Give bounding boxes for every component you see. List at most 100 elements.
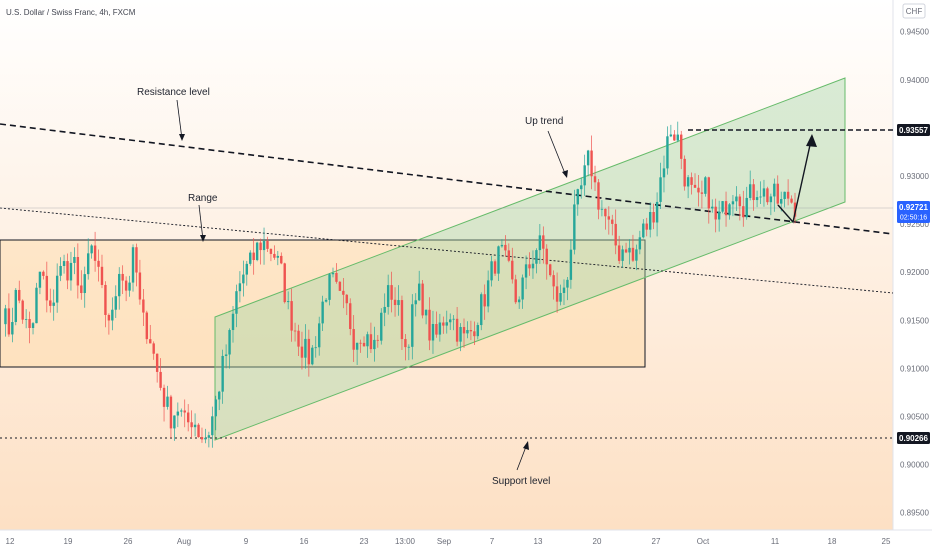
candle-body bbox=[566, 279, 569, 288]
currency-badge[interactable]: CHF bbox=[902, 3, 926, 19]
candle-body bbox=[514, 279, 517, 303]
candle-body bbox=[355, 342, 359, 350]
candle-body bbox=[311, 347, 314, 365]
candle-body bbox=[645, 223, 648, 230]
candle-body bbox=[228, 330, 231, 355]
price-tick-label: 0.90500 bbox=[900, 412, 929, 421]
support-price-tag: 0.90266 bbox=[897, 432, 930, 444]
candle-body bbox=[321, 301, 324, 324]
support-label: Support level bbox=[492, 476, 550, 487]
candle-body bbox=[662, 168, 666, 178]
candle-body bbox=[459, 327, 462, 342]
candle-body bbox=[390, 285, 393, 300]
candle-body bbox=[690, 177, 693, 185]
candle-body bbox=[666, 136, 669, 169]
candle-body bbox=[648, 212, 652, 230]
candle-body bbox=[55, 275, 59, 303]
candle-body bbox=[759, 196, 762, 198]
candle-body bbox=[307, 338, 311, 365]
candle-body bbox=[186, 412, 190, 423]
candle-body bbox=[693, 184, 697, 188]
candle-body bbox=[193, 424, 197, 428]
candle-body bbox=[276, 255, 280, 258]
candle-body bbox=[128, 282, 131, 291]
uptrend-channel bbox=[214, 77, 846, 441]
time-tick-label: Aug bbox=[177, 537, 191, 546]
candle-body bbox=[152, 343, 155, 354]
candle-body bbox=[607, 216, 611, 220]
candle-body bbox=[169, 396, 173, 429]
uptrend-pointer bbox=[547, 130, 567, 177]
candle-body bbox=[617, 245, 621, 261]
candle-body bbox=[245, 263, 248, 275]
candle-body bbox=[18, 289, 21, 301]
candle-body bbox=[345, 294, 348, 304]
candle-body bbox=[69, 262, 73, 281]
candle-body bbox=[735, 196, 738, 202]
candle-body bbox=[552, 275, 555, 287]
candle-body bbox=[476, 325, 479, 337]
candle-body bbox=[259, 242, 262, 251]
candle-body bbox=[683, 158, 686, 187]
candle-body bbox=[124, 280, 128, 291]
candle-body bbox=[452, 318, 455, 320]
price-tick-label: 0.94000 bbox=[900, 76, 929, 85]
candle-body bbox=[266, 241, 269, 249]
candle-body bbox=[352, 329, 355, 350]
candle-body bbox=[373, 339, 376, 350]
candle-body bbox=[135, 247, 138, 273]
projection-arrow bbox=[777, 135, 813, 224]
candle-body bbox=[638, 237, 642, 250]
candle-body bbox=[380, 312, 383, 341]
candle-body bbox=[600, 208, 604, 210]
candle-body bbox=[111, 309, 114, 321]
candle-body bbox=[404, 339, 407, 348]
price-tick-label: 0.89500 bbox=[900, 509, 929, 518]
candle-body bbox=[486, 280, 490, 307]
candle-body bbox=[290, 301, 293, 331]
candle-body bbox=[466, 330, 469, 334]
candle-body bbox=[400, 300, 404, 340]
candle-body bbox=[535, 250, 538, 264]
candle-body bbox=[417, 283, 421, 301]
candle-body bbox=[93, 245, 97, 261]
candle-body bbox=[528, 264, 531, 269]
support-pointer-head bbox=[523, 441, 529, 450]
candle-body bbox=[386, 285, 390, 307]
candle-body bbox=[300, 346, 304, 358]
candle-body bbox=[328, 274, 331, 300]
candle-body bbox=[407, 346, 411, 348]
candle-body bbox=[576, 189, 579, 205]
candle-body bbox=[686, 177, 690, 187]
candle-body bbox=[480, 294, 483, 326]
candle-body bbox=[445, 322, 448, 326]
candle-body bbox=[397, 300, 400, 306]
countdown-text: 02:50:16 bbox=[900, 215, 927, 222]
candle-body bbox=[700, 192, 704, 194]
last-price-text: 0.92721 bbox=[899, 203, 928, 212]
candle-body bbox=[376, 339, 380, 341]
candle-body bbox=[669, 134, 673, 137]
candle-body bbox=[286, 301, 290, 303]
candle-body bbox=[90, 245, 93, 254]
price-tick-label: 0.91000 bbox=[900, 364, 929, 373]
candle-body bbox=[138, 272, 142, 300]
currency-label: CHF bbox=[906, 7, 923, 16]
candle-body bbox=[149, 339, 152, 344]
candle-body bbox=[545, 248, 548, 265]
time-tick-label: 27 bbox=[652, 537, 661, 546]
projection-arrow-head bbox=[806, 134, 817, 147]
candle-body bbox=[173, 415, 176, 429]
candle-body bbox=[180, 410, 183, 412]
candle-body bbox=[24, 319, 28, 320]
candle-body bbox=[524, 264, 528, 278]
candle-body bbox=[280, 255, 283, 264]
price-tick-label: 0.94500 bbox=[900, 28, 929, 37]
candle-body bbox=[100, 266, 104, 285]
candle-body bbox=[624, 249, 628, 253]
time-tick-label: 20 bbox=[593, 537, 602, 546]
candle-body bbox=[652, 212, 655, 223]
candle-body bbox=[604, 208, 607, 217]
time-tick-label: 26 bbox=[124, 537, 133, 546]
